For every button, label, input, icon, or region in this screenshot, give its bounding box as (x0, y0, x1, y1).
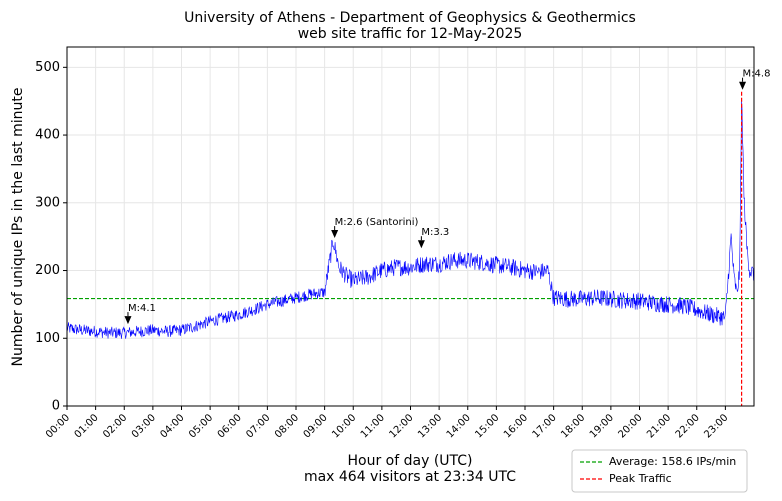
x-tick-label: 23:00 (702, 412, 730, 440)
x-axis-ticks: 00:00 01:00 02:00 03:00 04:00 05:00 06:00 07:00… (44, 406, 730, 441)
x-tick-label: 13:00 (416, 412, 444, 440)
x-tick-label: 04:00 (158, 412, 186, 440)
annotation-arrow (124, 316, 132, 325)
x-tick-label: 14:00 (445, 412, 473, 440)
x-tick-label: 03:00 (130, 412, 158, 440)
x-tick-label: 18:00 (559, 412, 587, 440)
x-tick-label: 09:00 (302, 412, 330, 440)
annotation-label: M:2.6 (Santorini) (335, 217, 419, 228)
x-tick-label: 06:00 (216, 412, 244, 440)
series-layer (66, 100, 754, 339)
x-tick-label: 20:00 (616, 412, 644, 440)
y-tick-label: 100 (35, 331, 60, 346)
grid (66, 47, 754, 407)
x-tick-label: 11:00 (359, 412, 387, 440)
x-axis-label: Hour of day (UTC) (348, 453, 473, 469)
y-axis-label: Number of unique IPs in the last minute (10, 88, 26, 367)
annotation-arrow (331, 230, 339, 239)
x-tick-label: 02:00 (101, 412, 129, 440)
x-tick-label: 08:00 (273, 412, 301, 440)
x-tick-label: 16:00 (502, 412, 530, 440)
x-tick-label: 15:00 (473, 412, 501, 440)
x-tick-label: 01:00 (73, 412, 101, 440)
y-tick-label: 0 (52, 399, 60, 414)
legend-box (571, 449, 748, 493)
x-tick-label: 17:00 (531, 412, 559, 440)
y-axis-ticks: 0 100 200 300 400 500 (35, 60, 67, 414)
annotation-arrow (417, 240, 425, 249)
x-tick-label: 05:00 (187, 412, 215, 440)
x-tick-label: 07:00 (244, 412, 272, 440)
x-tick-label: 19:00 (588, 412, 616, 440)
legend-label-peak: Peak Traffic (609, 472, 672, 485)
y-tick-label: 400 (35, 128, 60, 143)
annotation-label: M:4.8 (743, 69, 771, 80)
y-tick-label: 300 (35, 195, 60, 210)
traffic-series-line (66, 100, 754, 339)
x-tick-label: 10:00 (330, 412, 358, 440)
x-tick-label: 12:00 (387, 412, 415, 440)
chart-subtitle: web site traffic for 12-May-2025 (298, 26, 523, 42)
x-tick-label: 22:00 (674, 412, 702, 440)
legend-label-average: Average: 158.6 IPs/min (609, 455, 736, 468)
y-tick-label: 200 (35, 263, 60, 278)
x-axis-sublabel: max 464 visitors at 23:34 UTC (304, 469, 516, 485)
y-tick-label: 500 (35, 60, 60, 75)
annotation-arrow (739, 81, 747, 90)
annotations: M:4.1 M:2.6 (Santorini)M:3.3 M:4.8 (124, 69, 771, 325)
x-tick-label: 21:00 (645, 412, 673, 440)
x-tick-label: 00:00 (44, 412, 72, 440)
chart-title: University of Athens - Department of Geo… (184, 10, 636, 26)
legend: Average: 158.6 IPs/min Peak Traffic (571, 449, 748, 493)
annotation-label: M:3.3 (421, 227, 449, 238)
annotation-label: M:4.1 (128, 303, 156, 314)
